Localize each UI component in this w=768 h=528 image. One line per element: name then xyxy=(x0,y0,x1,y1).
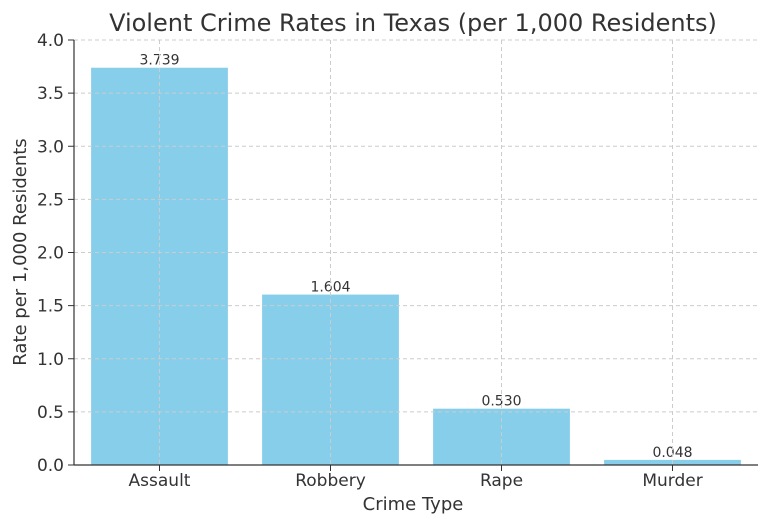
x-tick-label: Murder xyxy=(642,471,702,491)
y-tick-label: 2.5 xyxy=(37,190,64,210)
y-tick-label: 2.0 xyxy=(37,244,64,264)
y-tick-label: 3.0 xyxy=(37,137,64,157)
y-tick-label: 4.0 xyxy=(37,31,64,51)
y-tick-label: 1.5 xyxy=(37,297,64,317)
y-tick-label: 1.0 xyxy=(37,350,64,370)
y-tick-label: 0.5 xyxy=(37,403,64,423)
value-label: 3.739 xyxy=(139,53,179,69)
value-label: 0.530 xyxy=(481,394,521,410)
value-label: 0.048 xyxy=(652,445,692,461)
y-axis-label: Rate per 1,000 Residents xyxy=(10,138,31,365)
x-tick-label: Robbery xyxy=(295,471,366,491)
y-tick-label: 0.0 xyxy=(37,456,64,476)
x-tick-label: Rape xyxy=(480,471,523,491)
x-tick-label: Assault xyxy=(129,471,191,491)
x-axis-label: Crime Type xyxy=(363,494,464,515)
chart-title: Violent Crime Rates in Texas (per 1,000 … xyxy=(109,9,717,37)
axes: 0.0 0.5 1.0 1.5 2.0 2.5 3.0 3.5 4.0 Assault Robber… xyxy=(37,31,758,491)
y-tick-label: 3.5 xyxy=(37,84,64,104)
